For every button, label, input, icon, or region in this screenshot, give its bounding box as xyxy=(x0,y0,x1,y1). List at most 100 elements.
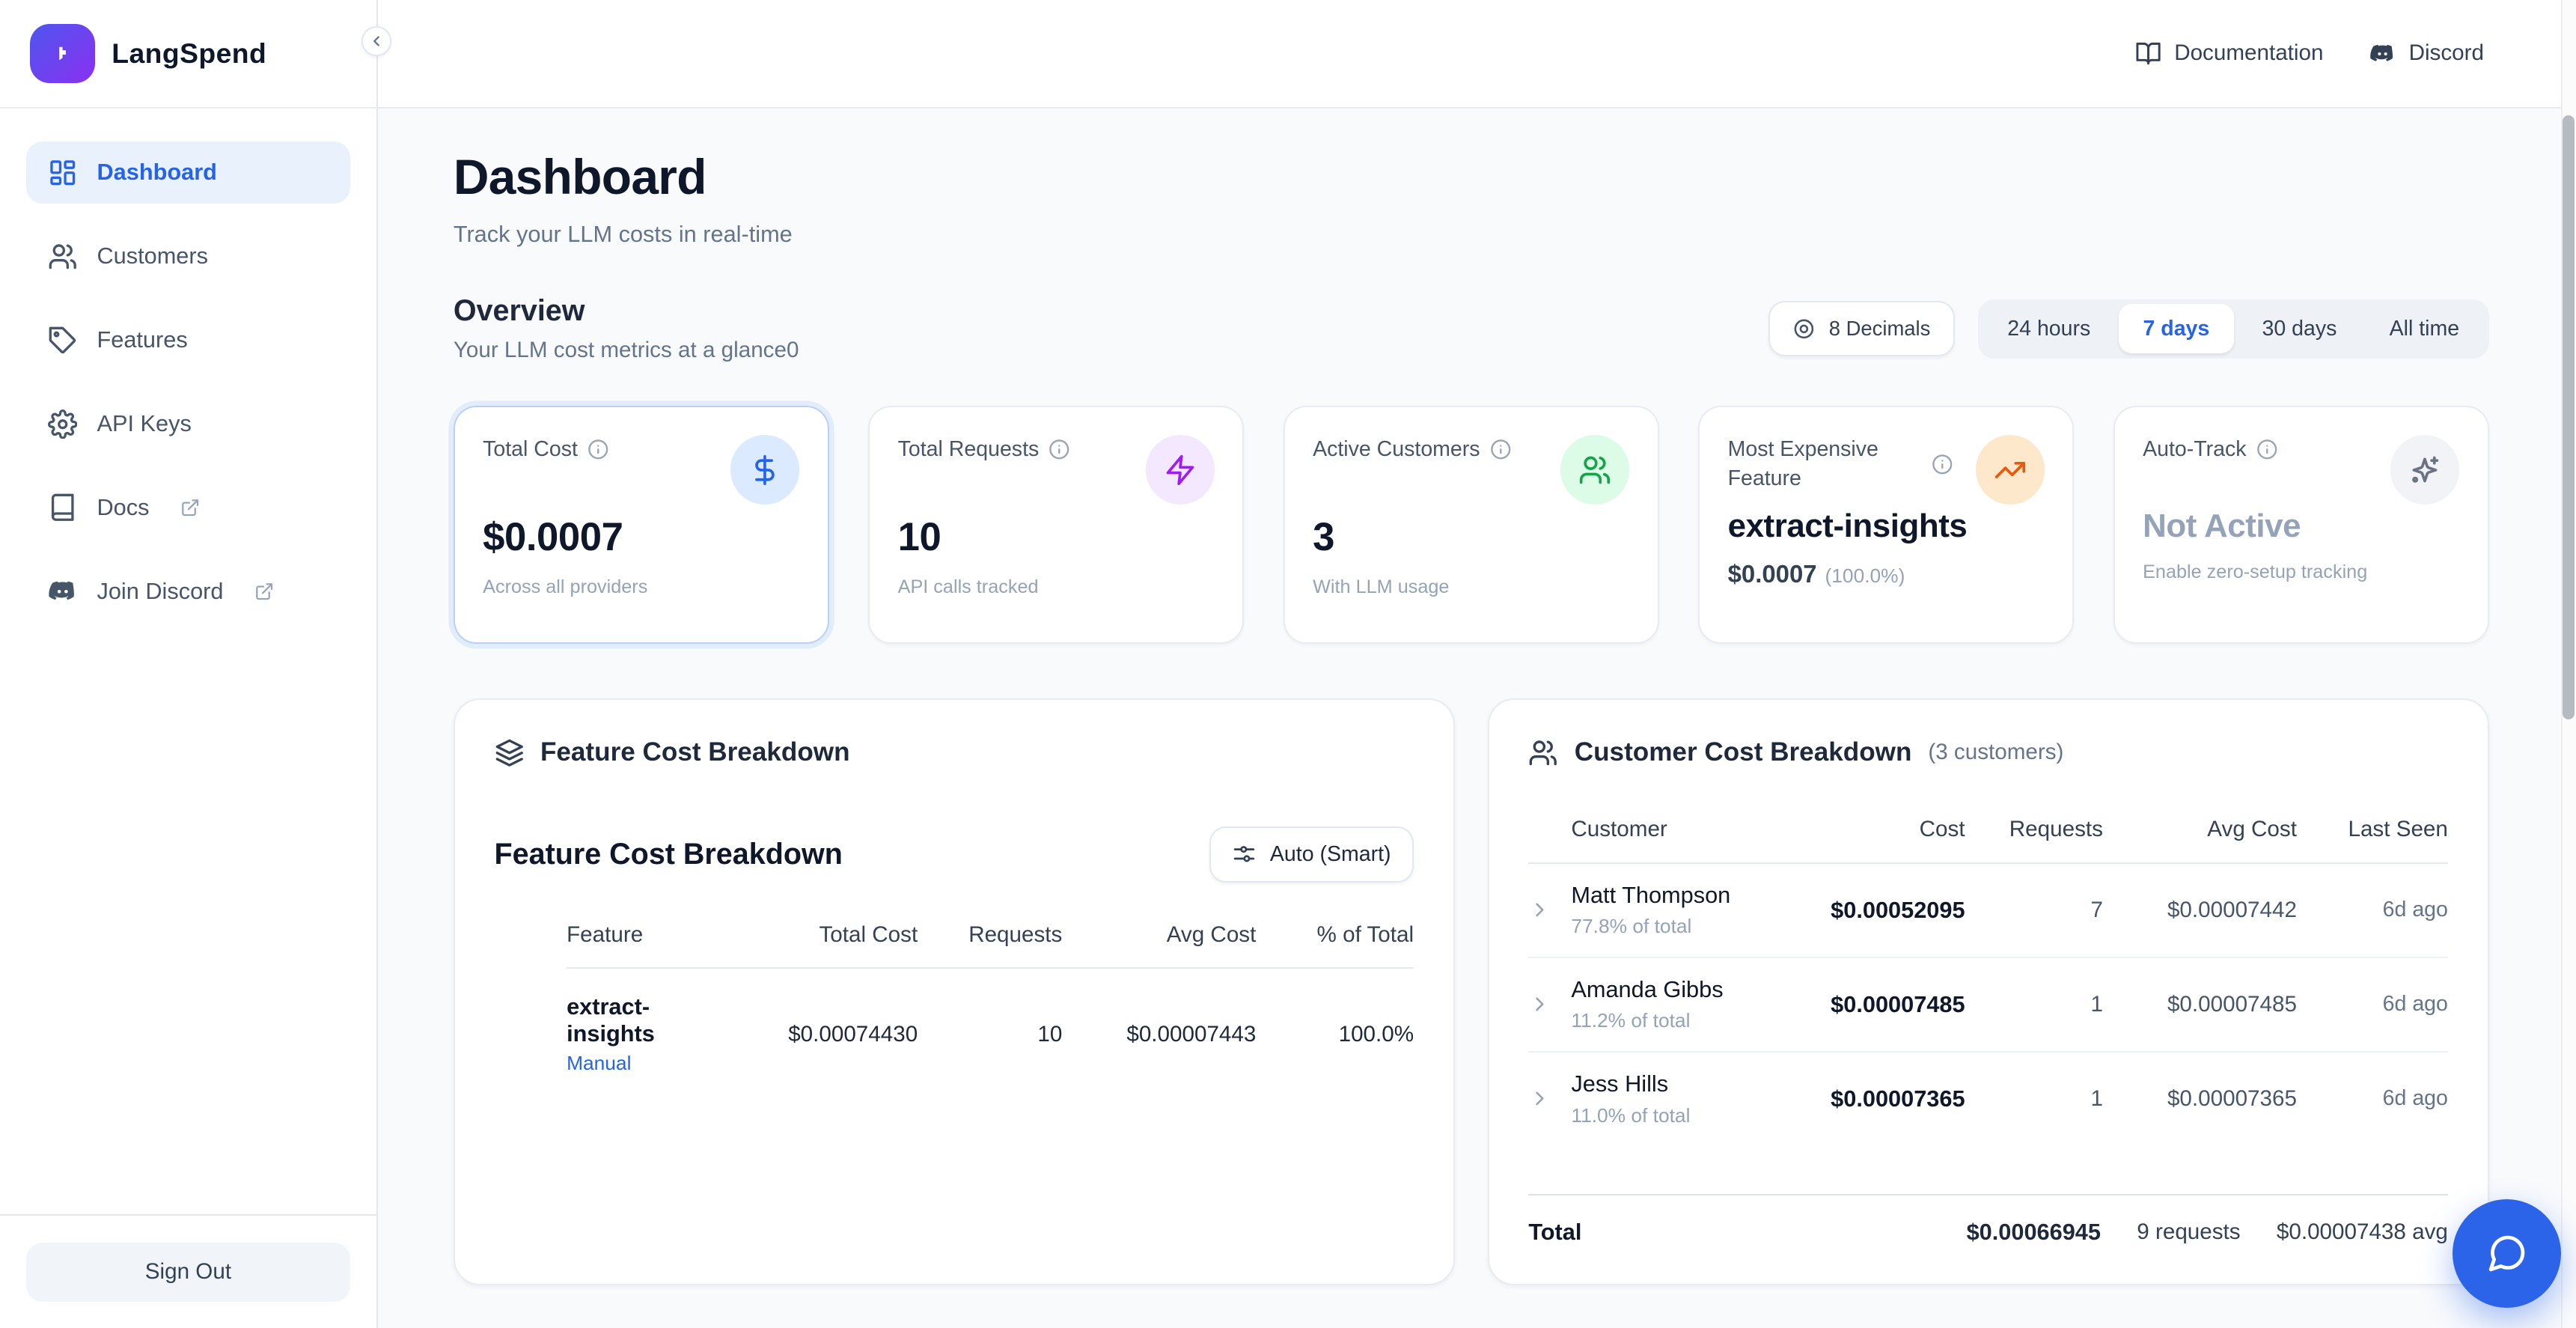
feature-table: Feature Total Cost Requests Avg Cost % o… xyxy=(495,906,1414,1100)
zap-icon xyxy=(1145,435,1215,505)
book-icon xyxy=(51,494,74,522)
col-avg-cost: Avg Cost xyxy=(1166,922,1257,947)
tab-all-time[interactable]: All time xyxy=(2389,316,2460,341)
feature-inner-title-row: Feature Cost Breakdown Auto (Smart) xyxy=(495,826,1414,883)
tag-icon xyxy=(49,326,76,353)
sign-out-button[interactable]: Sign Out xyxy=(26,1242,350,1302)
stat-card-total-requests: Total Requests 10 API calls tracked xyxy=(868,406,1245,645)
customer-count: (3 customers) xyxy=(1928,740,2064,765)
grouping-mode-label: Auto (Smart) xyxy=(1269,842,1391,867)
customer-avg-cost: $0.00007485 xyxy=(2167,991,2297,1017)
stat-subtext: Enable zero-setup tracking xyxy=(2143,561,2368,582)
stat-label: Total Requests xyxy=(897,437,1040,462)
col-requests: Requests xyxy=(968,922,1063,947)
info-icon[interactable] xyxy=(1049,439,1070,460)
customer-requests: 7 xyxy=(2090,897,2103,922)
customer-last-seen: 6d ago xyxy=(2382,992,2448,1017)
dollar-icon xyxy=(730,435,800,505)
stat-card-auto-track: Auto-Track Not Active Enable zero-setup … xyxy=(2113,406,2489,645)
info-icon[interactable] xyxy=(587,439,609,460)
expand-row-button[interactable] xyxy=(1528,993,1571,1016)
customer-name: Jess Hills xyxy=(1571,1070,1669,1097)
expand-row-button[interactable] xyxy=(1528,898,1571,922)
chat-button[interactable] xyxy=(2453,1199,2562,1309)
stat-value: extract-insights xyxy=(1727,508,1968,545)
target-icon xyxy=(1795,319,1814,338)
feature-panel-header: Feature Cost Breakdown xyxy=(495,737,1414,767)
grouping-mode-button[interactable]: Auto (Smart) xyxy=(1209,826,1414,883)
customer-cost-breakdown-panel: Customer Cost Breakdown (3 customers) Cu… xyxy=(1487,698,2489,1285)
discord-icon xyxy=(2370,44,2393,61)
book-open-icon xyxy=(2135,42,2161,65)
chevron-right-icon xyxy=(1536,903,1544,917)
col-requests: Requests xyxy=(2009,817,2103,842)
feature-manual-badge[interactable]: Manual xyxy=(567,1052,632,1075)
page-title: Dashboard xyxy=(453,148,707,204)
col-cost: Cost xyxy=(1919,817,1965,842)
decimals-toggle-button[interactable]: 8 Decimals xyxy=(1768,300,1956,357)
overview-heading: Overview xyxy=(453,293,585,327)
info-icon[interactable] xyxy=(2256,439,2278,460)
decimals-label: 8 Decimals xyxy=(1828,317,1931,341)
page-subtitle: Track your LLM costs in real-time xyxy=(453,221,793,248)
col-avg-cost: Avg Cost xyxy=(2207,817,2297,842)
feature-total-cost: $0.00074430 xyxy=(788,1021,918,1047)
sidebar-item-label: Join Discord xyxy=(97,578,224,605)
info-icon[interactable] xyxy=(1932,454,1953,475)
stat-label: Active Customers xyxy=(1313,437,1480,462)
scrollbar-thumb[interactable] xyxy=(2563,115,2575,720)
sidebar-item-join-discord[interactable]: Join Discord xyxy=(26,560,350,622)
customer-cost: $0.00007485 xyxy=(1831,990,1965,1017)
stat-cost: $0.0007 xyxy=(1727,559,1817,588)
sidebar-item-label: API Keys xyxy=(97,410,192,437)
feature-requests: 10 xyxy=(1037,1021,1063,1047)
sidebar-footer: Sign Out xyxy=(0,1214,376,1327)
tab-7-days[interactable]: 7 days xyxy=(2118,304,2235,353)
customer-name: Matt Thompson xyxy=(1571,881,1731,908)
sparkles-icon xyxy=(2390,435,2460,505)
stat-subtext: With LLM usage xyxy=(1313,576,1450,597)
customer-avg-cost: $0.00007442 xyxy=(2167,897,2297,922)
customer-last-seen: 6d ago xyxy=(2382,1086,2448,1111)
stat-cost-line: $0.0007 (100.0%) xyxy=(1728,560,2045,588)
total-requests: 9 requests xyxy=(2137,1219,2241,1245)
scrollbar-track[interactable] xyxy=(2561,0,2576,1328)
feature-cost-breakdown-panel: Feature Cost Breakdown Feature Cost Brea… xyxy=(453,698,1455,1285)
stat-label: Auto-Track xyxy=(2143,437,2247,462)
langspend-logo-icon xyxy=(29,23,96,83)
discord-icon xyxy=(49,581,74,600)
gear-icon xyxy=(47,409,78,439)
tab-30-days[interactable]: 30 days xyxy=(2262,316,2337,341)
stat-card-active-customers: Active Customers 3 With LLM usage xyxy=(1283,406,1659,645)
customer-cost: $0.00052095 xyxy=(1831,896,1965,923)
customer-total-row: Total $0.00066945 9 requests $0.00007438… xyxy=(1528,1194,2448,1246)
sidebar-item-features[interactable]: Features xyxy=(26,309,350,371)
sidebar-collapse-button[interactable] xyxy=(361,26,391,56)
tab-24-hours[interactable]: 24 hours xyxy=(2007,316,2091,341)
time-range-tabs: 24 hours 7 days 30 days All time xyxy=(1977,299,2489,359)
customer-pct: 11.2% of total xyxy=(1571,1009,1691,1032)
stat-value: Not Active xyxy=(2143,508,2301,545)
feature-inner-title: Feature Cost Breakdown xyxy=(494,838,843,871)
sidebar-item-api-keys[interactable]: API Keys xyxy=(26,393,350,455)
sidebar-item-dashboard[interactable]: Dashboard xyxy=(26,141,350,204)
topbar: Documentation Discord xyxy=(377,0,2576,109)
users-icon xyxy=(1560,435,1630,505)
sidebar: LangSpend Dashboard Customers Features A… xyxy=(0,0,391,1328)
documentation-link[interactable]: Documentation xyxy=(2135,40,2323,67)
discord-link[interactable]: Discord xyxy=(2369,40,2484,67)
sidebar-item-customers[interactable]: Customers xyxy=(26,225,350,287)
dashboard-grid-icon xyxy=(49,160,75,185)
stat-label: Most Expensive Feature xyxy=(1727,437,1878,490)
sidebar-nav: Dashboard Customers Features API Keys Do… xyxy=(0,109,376,1215)
stat-cost-pct: (100.0%) xyxy=(1825,564,1905,587)
total-label: Total xyxy=(1528,1219,1582,1246)
customer-row: Jess Hills 11.0% of total $0.00007365 1 … xyxy=(1528,1053,2448,1145)
stat-subtext: API calls tracked xyxy=(897,576,1039,597)
external-link-icon xyxy=(182,499,199,517)
info-icon[interactable] xyxy=(1490,439,1512,460)
brand: LangSpend xyxy=(0,0,376,109)
sidebar-item-docs[interactable]: Docs xyxy=(26,477,350,539)
expand-row-button[interactable] xyxy=(1528,1087,1571,1110)
